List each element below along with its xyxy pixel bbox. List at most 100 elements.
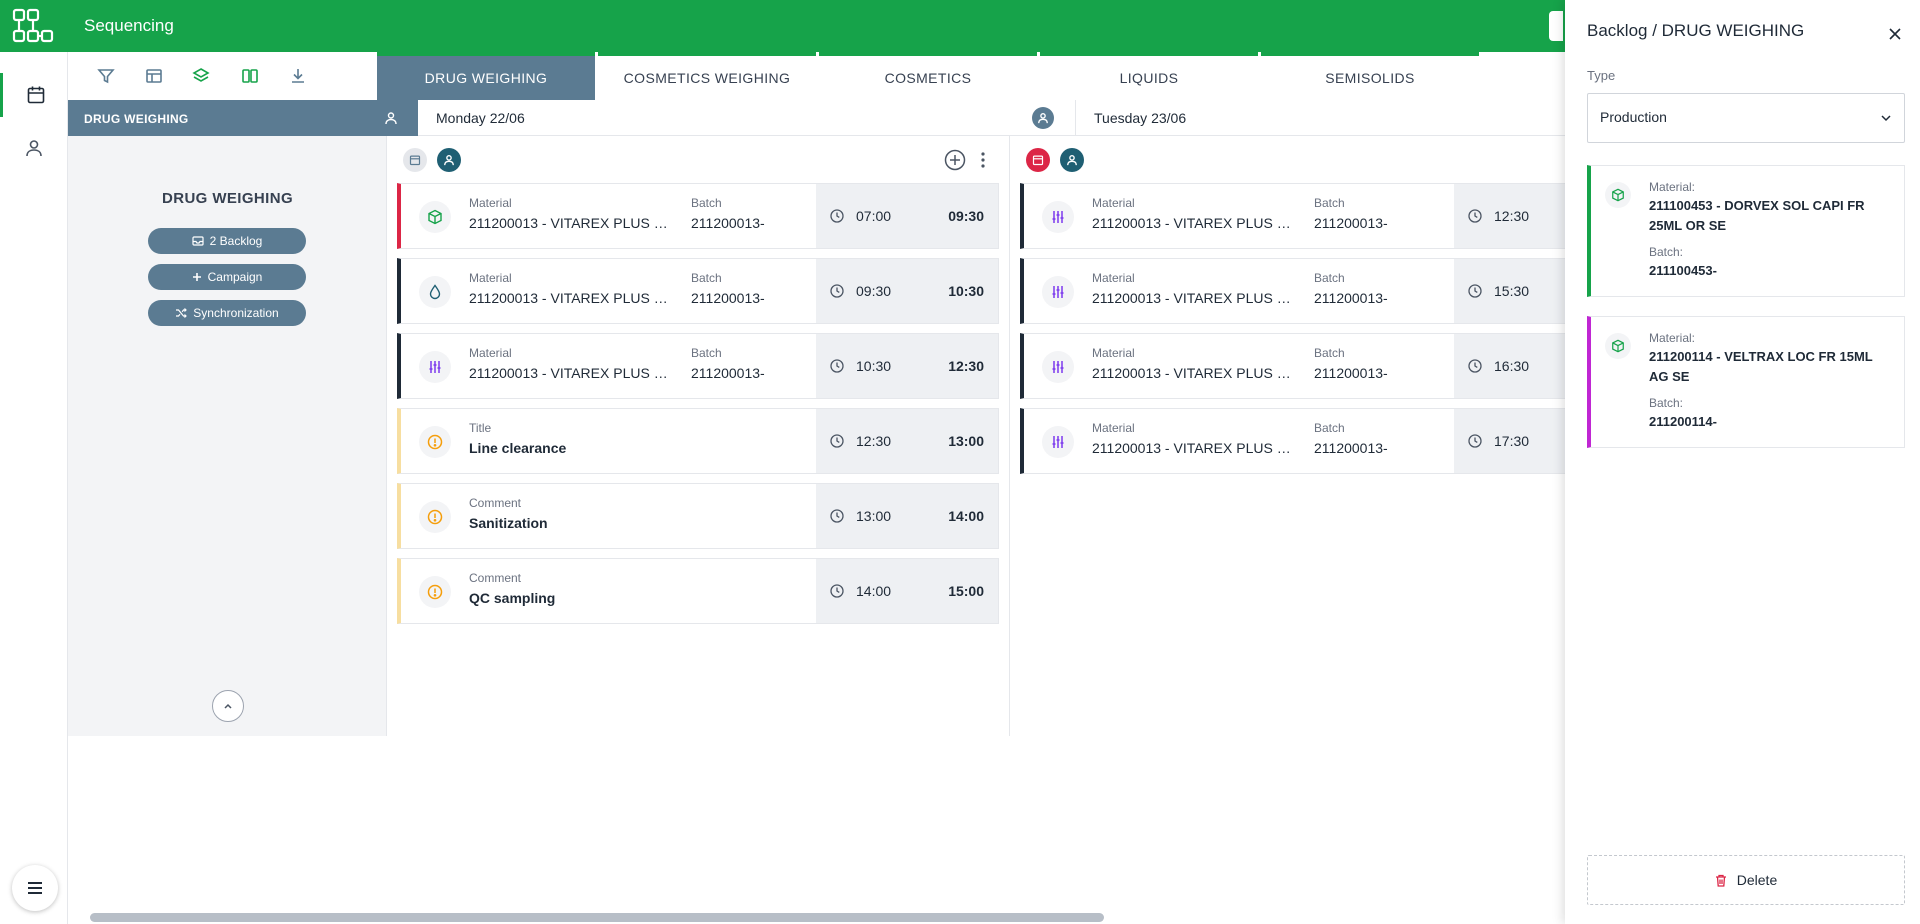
time-range: 09:30 10:30 (816, 259, 998, 323)
field-label: Comment (469, 571, 522, 585)
plus-icon (192, 273, 201, 281)
material-value: 211100453 - DORVEX SOL CAPI FR 25ML OR S… (1649, 198, 1865, 233)
plus-circle-icon (944, 149, 966, 171)
sidebar-item-calendar[interactable] (0, 73, 68, 117)
operator-button[interactable] (437, 148, 461, 172)
campaign-label: Campaign (207, 270, 263, 284)
event-card[interactable]: Title Line clearance 12:30 13:00 (397, 408, 999, 474)
chevron-down-icon (1881, 115, 1891, 122)
drawer-title: Backlog / DRUG WEIGHING (1587, 21, 1805, 40)
material-label: Material: (1649, 331, 1696, 345)
order-card[interactable]: Material 211200013 - VITAREX PLUS SACHET B… (397, 183, 999, 249)
sliders-icon (1042, 201, 1074, 233)
order-card[interactable]: Material 211200013 - VITAREX PLUS SACHET B… (1020, 258, 1580, 324)
menu-button[interactable] (12, 865, 58, 911)
tab-cosmetics[interactable]: COSMETICS (819, 52, 1037, 100)
user-icon[interactable] (384, 111, 398, 125)
batch-label: Batch: (1649, 245, 1684, 259)
calendar-button[interactable] (1026, 148, 1050, 172)
field-label: Material (1092, 196, 1135, 210)
toolbar (68, 52, 377, 100)
batch-value: 211100453- (1649, 263, 1717, 278)
layers-icon (192, 68, 210, 82)
clock-icon (1468, 359, 1482, 378)
start-time: 16:30 (1494, 358, 1530, 374)
field-label: Title (469, 421, 492, 435)
alert-icon (419, 501, 451, 533)
app-title: Sequencing (84, 16, 174, 35)
calendar-icon (27, 86, 44, 104)
operator-button[interactable] (1060, 148, 1084, 172)
batch-value: 211200013- (1314, 365, 1388, 381)
batch-label: Batch: (1649, 396, 1684, 410)
time-range: 10:30 12:30 (816, 334, 998, 398)
delete-button[interactable]: Delete (1587, 855, 1905, 905)
order-card[interactable]: Material 211200013 - VITAREX PLUS SACHET B… (397, 333, 999, 399)
day-label: Tuesday 23/06 (1094, 110, 1187, 126)
event-card[interactable]: Comment Sanitization 13:00 14:00 (397, 483, 999, 549)
batch-value: 211200013- (691, 290, 765, 306)
filter-button[interactable] (94, 64, 118, 88)
material-value: 211200013 - VITAREX PLUS SACHET (469, 290, 669, 306)
download-button[interactable] (286, 64, 310, 88)
clock-icon (830, 509, 844, 528)
tab-cosmetics-weighing[interactable]: COSMETICS WEIGHING (598, 52, 816, 100)
area-name: DRUG WEIGHING (161, 190, 294, 207)
batch-label: Batch (1314, 421, 1345, 435)
alert-icon (419, 426, 451, 458)
start-time: 10:30 (856, 358, 892, 374)
campaign-button[interactable]: Campaign (148, 264, 306, 290)
calendar-button[interactable] (403, 148, 427, 172)
calendar-icon (1032, 155, 1044, 166)
collapse-button[interactable] (212, 690, 244, 722)
type-select[interactable]: Production (1587, 93, 1905, 143)
inbox-icon (192, 236, 204, 246)
tab-drug-weighing[interactable]: DRUG WEIGHING (377, 52, 595, 100)
event-text: QC sampling (469, 590, 556, 606)
area-panel: DRUG WEIGHING 2 Backlog Campaign Synchro… (68, 136, 387, 736)
event-card[interactable]: Comment QC sampling 14:00 15:00 (397, 558, 999, 624)
sidebar-item-users[interactable] (0, 126, 68, 170)
synchronization-button[interactable]: Synchronization (148, 300, 306, 326)
tab-semisolids[interactable]: SEMISOLIDS (1261, 52, 1479, 100)
order-card[interactable]: Material 211200013 - VITAREX PLUS SACHET B… (397, 258, 999, 324)
day-column-monday: Material 211200013 - VITAREX PLUS SACHET B… (387, 136, 1010, 736)
backlog-item[interactable]: Material: 211100453 - DORVEX SOL CAPI FR… (1587, 165, 1905, 297)
order-card[interactable]: Material 211200013 - VITAREX PLUS SACHET B… (1020, 183, 1580, 249)
clock-icon (1468, 209, 1482, 228)
more-options-button[interactable] (971, 148, 995, 172)
batch-value: 211200013- (1314, 215, 1388, 231)
table-layout-icon (146, 69, 162, 83)
order-card[interactable]: Material 211200013 - VITAREX PLUS SACHET B… (1020, 333, 1580, 399)
batch-value: 211200013- (1314, 290, 1388, 306)
box-icon (419, 201, 451, 233)
sliders-icon (1042, 426, 1074, 458)
batch-value: 211200013- (691, 215, 765, 231)
download-icon (292, 69, 304, 83)
alert-icon (419, 576, 451, 608)
top-bar-button[interactable] (1549, 11, 1563, 41)
clock-icon (1468, 284, 1482, 303)
horizontal-scrollbar[interactable] (90, 913, 1104, 922)
table-layout-button[interactable] (142, 64, 166, 88)
order-card[interactable]: Material 211200013 - VITAREX PLUS SACHET B… (1020, 408, 1580, 474)
day-header-monday: Monday 22/06 (418, 100, 1075, 136)
day-user-avatar[interactable] (1032, 107, 1054, 129)
columns-button[interactable] (238, 64, 262, 88)
layers-button[interactable] (189, 64, 213, 88)
hamburger-icon (28, 882, 42, 894)
material-value: 211200013 - VITAREX PLUS SACHET (1092, 215, 1292, 231)
end-time: 15:00 (948, 583, 984, 599)
batch-label: Batch (1314, 196, 1345, 210)
area-header-title: DRUG WEIGHING (84, 112, 189, 126)
shuffle-icon (176, 308, 188, 318)
close-button[interactable] (1883, 22, 1907, 46)
tab-liquids[interactable]: LIQUIDS (1040, 52, 1258, 100)
add-order-button[interactable] (943, 148, 967, 172)
start-time: 15:30 (1494, 283, 1530, 299)
box-icon (1605, 333, 1631, 359)
backlog-item[interactable]: Material: 211200114 - VELTRAX LOC FR 15M… (1587, 316, 1905, 448)
start-time: 12:30 (856, 433, 892, 449)
backlog-button[interactable]: 2 Backlog (148, 228, 306, 254)
day-label: Monday 22/06 (436, 110, 525, 126)
